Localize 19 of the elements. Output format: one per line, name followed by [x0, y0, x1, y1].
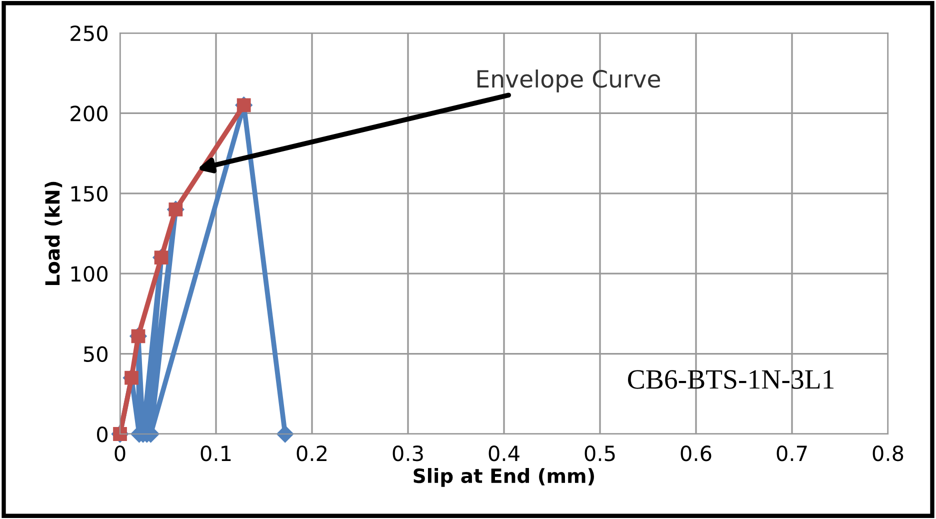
y-tick-label: 50 [84, 346, 108, 362]
x-tick-label: 0.7 [776, 445, 807, 462]
x-tick-label: 0.3 [392, 445, 423, 462]
x-tick-label: 0.2 [296, 445, 326, 462]
y-axis-title: Load (kN) [44, 182, 62, 285]
x-axis-title: Slip at End (mm) [414, 468, 594, 487]
x-tick-label: 0 [114, 445, 126, 462]
annotation: Envelope Curve [478, 69, 660, 92]
y-tick-label: 100 [71, 266, 108, 282]
x-tick-label: 0.8 [872, 445, 904, 462]
x-tick-label: 0.6 [680, 445, 712, 462]
y-tick-label: 250 [70, 25, 108, 42]
x-tick-label: 0.1 [200, 445, 231, 462]
x-tick-label: 0.4 [488, 445, 520, 462]
annotation: CB6-BTS-1N-3L1 [628, 370, 834, 389]
y-tick-label: 200 [70, 106, 108, 122]
y-tick-label: 150 [71, 186, 108, 202]
x-tick-label: 0.5 [584, 445, 615, 462]
y-tick-label: 0 [97, 426, 108, 442]
